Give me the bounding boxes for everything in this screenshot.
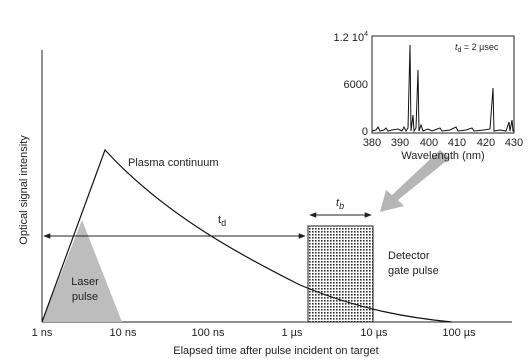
subscript: b <box>339 201 344 211</box>
x-tick-label: 1 ns <box>32 327 53 339</box>
inset-x-tick-label: 430 <box>505 137 523 149</box>
annotation-text: = 2 µsec <box>461 42 498 52</box>
plasma-label: Plasma continuum <box>128 157 219 169</box>
laser-label: pulse <box>72 291 98 303</box>
x-tick-label: 100 µs <box>442 327 476 339</box>
y-axis-label: Optical signal intensity <box>18 135 30 245</box>
subscript: d <box>458 47 462 54</box>
x-tick-label: 10 µs <box>360 327 388 339</box>
subscript: d <box>221 218 226 228</box>
inset-x-tick-label: 400 <box>420 137 438 149</box>
inset-frame <box>371 35 515 134</box>
laser-pulse <box>42 220 122 322</box>
plasma-curve <box>41 148 453 323</box>
detector-label: Detector <box>388 250 430 262</box>
symbol: t <box>455 42 458 52</box>
inset-annotation: td = 2 µsec <box>455 42 499 54</box>
x-axis-label: Elapsed time after pulse incident on tar… <box>173 345 378 357</box>
mantissa: 1.2 10 <box>334 32 365 44</box>
inset-x-tick-label: 390 <box>391 137 409 149</box>
detector-label: gate pulse <box>388 265 439 277</box>
td-label: td <box>218 214 226 228</box>
tb-label: tb <box>336 197 344 211</box>
inset-x-tick-label: 420 <box>477 137 495 149</box>
inset-x-tick-label: 410 <box>448 137 466 149</box>
exponent: 4 <box>364 31 368 38</box>
inset-y-tick-label: 6000 <box>344 79 368 91</box>
callout-arrow <box>380 150 450 212</box>
detector-gate <box>307 225 374 323</box>
inset-x-axis-label: Wavelength (nm) <box>401 150 484 162</box>
inset-y-tick-label: 1.2 104 <box>334 31 369 44</box>
x-tick-label: 10 ns <box>110 327 137 339</box>
x-tick-label: 100 ns <box>191 327 225 339</box>
spectrum <box>371 44 514 133</box>
x-tick-label: 1 µs <box>281 327 303 339</box>
symbol: t <box>336 197 340 209</box>
symbol: t <box>218 214 221 226</box>
inset-y-tick-label: 0 <box>362 126 368 138</box>
inset-x-tick-label: 380 <box>363 137 381 149</box>
laser-label: Laser <box>71 276 99 288</box>
